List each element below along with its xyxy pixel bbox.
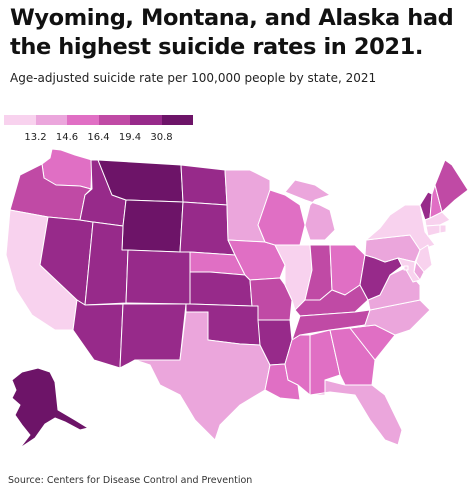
state-nm: [119, 303, 187, 369]
legend-label-3: 19.4: [118, 132, 142, 143]
state-mi: [284, 179, 336, 241]
state-nd: [180, 164, 228, 206]
state-ri: [439, 224, 447, 234]
state-az: [72, 299, 124, 369]
legend-label-0: 13.2: [24, 132, 47, 143]
state-co: [125, 249, 191, 305]
legend-label-1: 14.6: [55, 132, 79, 143]
us-choropleth-map: [5, 148, 469, 449]
legend-swatches: [4, 115, 193, 125]
chart-title: Wyoming, Montana, and Alaska had the hig…: [10, 5, 454, 60]
legend-swatch-2: [67, 115, 99, 125]
legend-labels: 13.2 14.6 16.4 19.4 30.8: [4, 125, 193, 143]
legend-swatch-5: [161, 115, 193, 125]
state-nj: [415, 244, 433, 273]
legend-swatch-0: [4, 115, 36, 125]
state-ct: [425, 224, 441, 237]
legend: 13.2 14.6 16.4 19.4 30.8: [4, 115, 193, 143]
chart-subtitle: Age-adjusted suicide rate per 100,000 pe…: [10, 71, 377, 85]
state-ks: [189, 271, 253, 307]
legend-swatch-4: [130, 115, 162, 125]
state-ut: [84, 221, 129, 306]
legend-label-4: 30.8: [150, 132, 173, 143]
state-ny: [365, 204, 436, 251]
state-dc: [403, 265, 409, 271]
state-ak: [11, 367, 89, 449]
state-fl: [309, 379, 403, 446]
state-wy: [121, 199, 184, 253]
legend-swatch-1: [35, 115, 67, 125]
legend-swatch-3: [98, 115, 130, 125]
state-me: [434, 159, 469, 213]
source-note: Source: Centers for Disease Control and …: [8, 475, 253, 486]
state-md: [397, 257, 421, 283]
legend-label-2: 16.4: [87, 132, 110, 143]
